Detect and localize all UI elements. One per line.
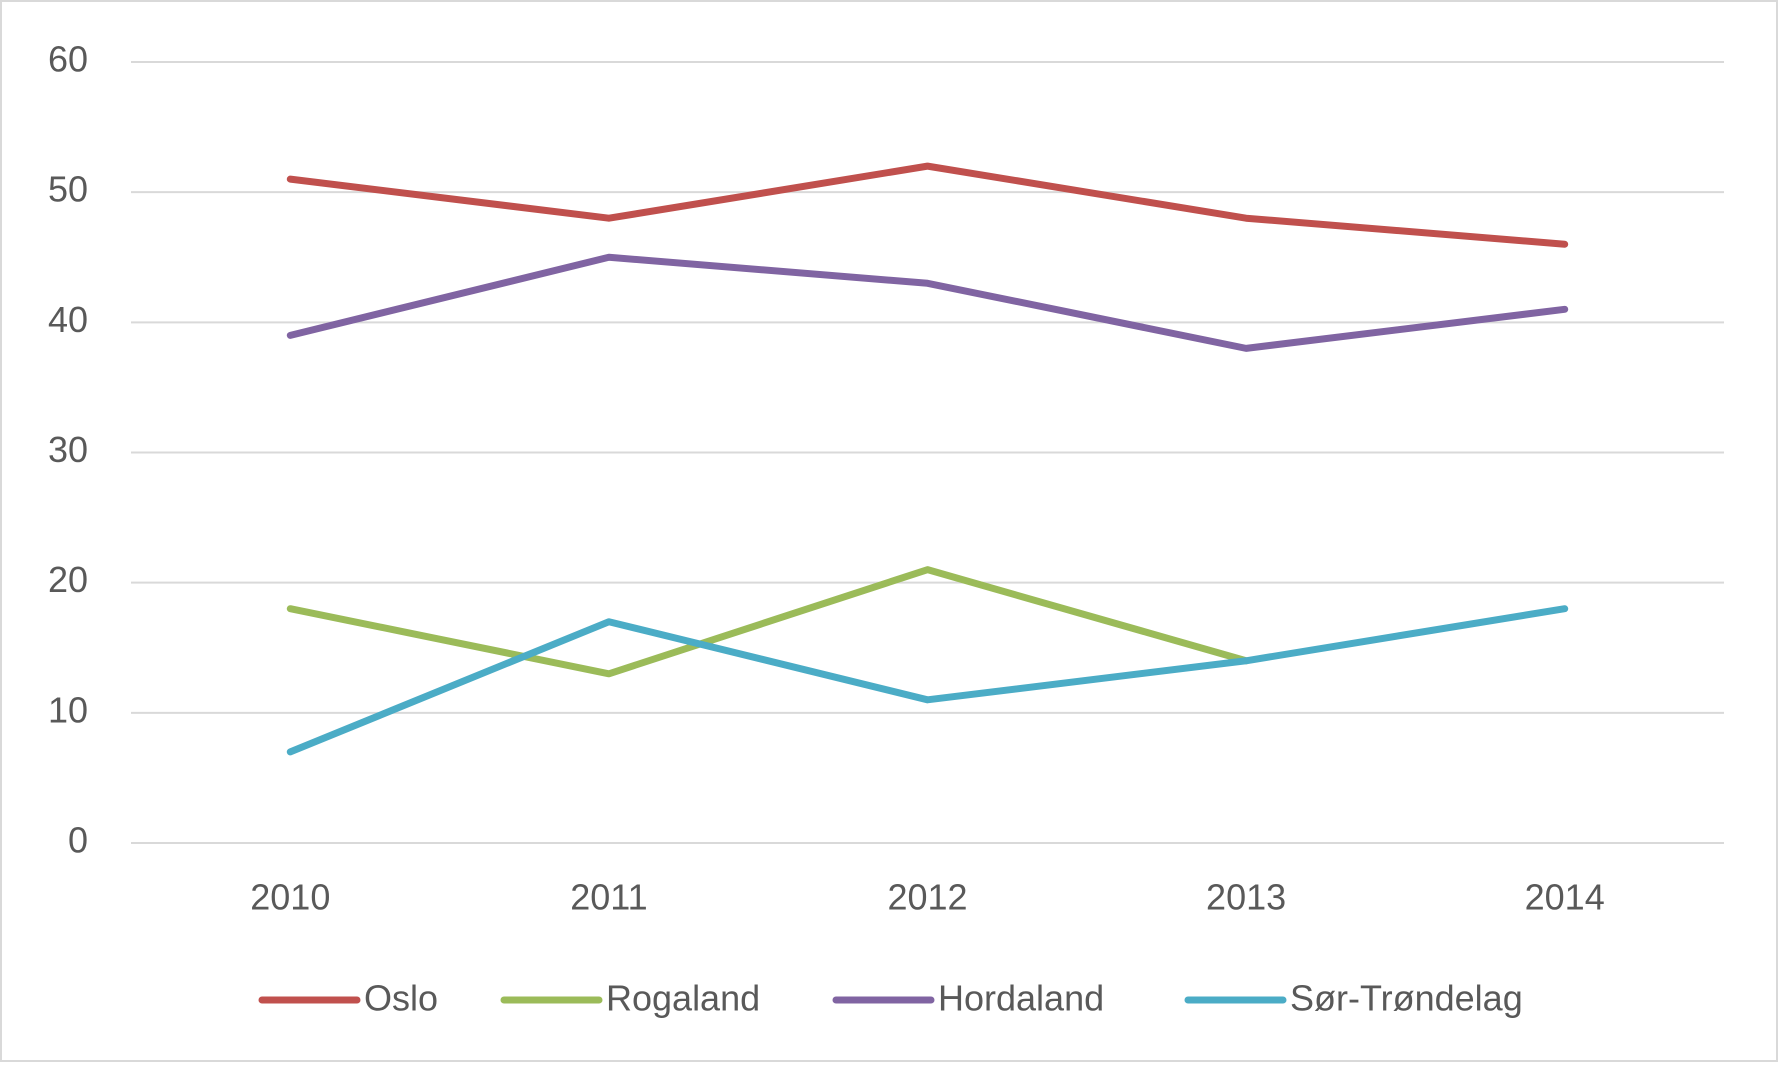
x-tick-label: 2011 — [570, 877, 647, 918]
y-tick-label: 0 — [68, 820, 88, 861]
x-tick-label: 2012 — [887, 877, 967, 918]
series-line — [286, 253, 1569, 352]
x-tick-label: 2014 — [1525, 877, 1605, 918]
legend-label: Hordaland — [938, 978, 1104, 1019]
legend-label: Sør-Trøndelag — [1290, 978, 1523, 1019]
legend-label: Oslo — [364, 978, 438, 1019]
x-tick-label: 2013 — [1206, 877, 1286, 918]
y-tick-label: 60 — [48, 39, 88, 80]
series-line — [286, 605, 1569, 756]
y-tick-label: 30 — [48, 429, 88, 470]
y-tick-label: 40 — [48, 299, 88, 340]
series-line — [286, 566, 1250, 678]
legend-label: Rogaland — [606, 978, 760, 1019]
y-tick-label: 50 — [48, 169, 88, 210]
x-tick-label: 2010 — [250, 877, 330, 918]
y-tick-label: 20 — [48, 559, 88, 600]
series-line — [286, 162, 1569, 248]
y-tick-label: 10 — [48, 689, 88, 730]
